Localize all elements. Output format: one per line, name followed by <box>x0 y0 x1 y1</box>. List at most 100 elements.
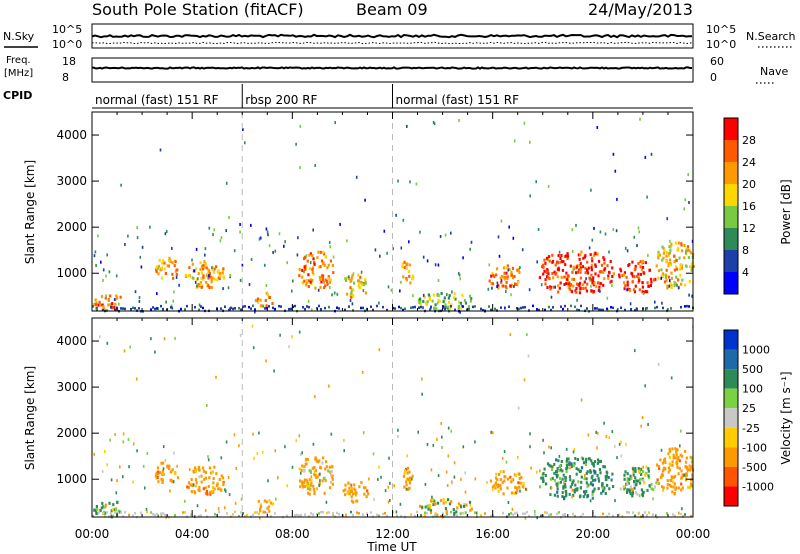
power-cell <box>319 285 322 289</box>
power-cell <box>567 282 570 286</box>
velocity-cell <box>309 487 312 491</box>
power-cell <box>321 250 325 254</box>
velocity-cell <box>306 487 309 491</box>
velocity-cell <box>100 506 103 510</box>
power-cell <box>505 271 508 275</box>
velocity-cell <box>680 469 683 473</box>
velocity-cell <box>209 471 213 475</box>
velocity-cell <box>161 481 164 484</box>
power-cell <box>590 266 593 270</box>
power-cell <box>639 265 642 269</box>
velocity-cell <box>517 456 519 459</box>
power-cell <box>102 268 105 272</box>
power-cell <box>592 289 596 293</box>
power-cell <box>136 226 138 230</box>
power-cell <box>212 233 214 237</box>
colorbar-tick-label: 25 <box>742 402 756 415</box>
velocity-cell <box>596 431 599 435</box>
power-cell <box>160 304 162 308</box>
power-cell <box>597 274 600 278</box>
power-cell <box>323 252 326 256</box>
velocity-cell <box>626 472 629 476</box>
velocity-cell <box>589 470 592 474</box>
velocity-cell <box>164 458 167 462</box>
power-cell <box>674 282 677 286</box>
velocity-cell <box>169 470 172 474</box>
power-cell <box>387 285 390 289</box>
velocity-cell <box>417 430 419 434</box>
velocity-cell <box>168 464 171 468</box>
power-cell <box>198 308 200 312</box>
power-cell <box>596 126 599 129</box>
power-cell <box>324 284 327 288</box>
velocity-cell <box>563 497 566 501</box>
power-cell <box>422 306 424 310</box>
velocity-cell <box>393 484 395 488</box>
power-cell <box>586 271 589 275</box>
velocity-cell <box>637 467 640 471</box>
velocity-cell <box>516 486 519 490</box>
velocity-cell <box>491 485 494 489</box>
power-cell <box>446 293 448 297</box>
velocity-cell <box>589 499 592 503</box>
velocity-cell <box>602 512 604 516</box>
power-cell <box>406 124 408 128</box>
power-cell <box>580 304 582 308</box>
power-cell <box>662 251 666 255</box>
velocity-cell <box>355 493 357 497</box>
velocity-cell <box>671 463 674 467</box>
power-cell <box>503 277 506 281</box>
power-cell <box>552 306 554 309</box>
power-cell <box>346 239 348 243</box>
power-cell <box>174 260 177 264</box>
power-cell <box>195 247 198 251</box>
velocity-cell <box>163 337 166 341</box>
velocity-cell <box>296 513 298 517</box>
velocity-cell <box>106 511 108 514</box>
velocity-cell <box>597 487 600 491</box>
power-cell <box>305 279 308 282</box>
velocity-cell <box>677 456 680 460</box>
y-tick-label: 4000 <box>56 128 87 142</box>
velocity-cell <box>344 493 347 497</box>
power-cell <box>175 276 178 279</box>
power-cell <box>428 297 432 301</box>
power-cell <box>338 307 340 310</box>
power-cell <box>490 308 492 312</box>
power-cell <box>339 222 341 226</box>
velocity-cell <box>491 488 494 492</box>
velocity-cell <box>439 499 443 503</box>
power-cell <box>191 276 194 280</box>
velocity-cell <box>689 482 692 486</box>
velocity-cell <box>683 473 685 477</box>
power-cell <box>170 304 173 308</box>
power-cell <box>547 184 550 188</box>
power-cell <box>120 307 122 310</box>
velocity-cell <box>660 448 663 452</box>
power-cell <box>324 306 326 310</box>
power-cell <box>523 121 526 125</box>
colorbar-swatch <box>724 250 738 272</box>
velocity-cell <box>310 475 313 479</box>
power-cell <box>344 277 347 281</box>
power-cell <box>575 271 578 275</box>
velocity-cell <box>192 483 195 487</box>
velocity-cell <box>647 467 650 471</box>
power-cell <box>680 249 684 253</box>
power-cell <box>308 253 311 257</box>
velocity-cell <box>634 514 636 518</box>
colorbar-swatch <box>724 140 738 162</box>
power-cell <box>548 259 551 263</box>
velocity-cell <box>635 483 638 487</box>
power-cell <box>681 278 684 282</box>
velocity-cell <box>628 490 631 493</box>
power-cell <box>586 260 589 264</box>
power-cell <box>500 279 503 283</box>
power-cell <box>675 275 678 279</box>
velocity-cell <box>689 455 692 459</box>
velocity-cell <box>674 487 677 491</box>
velocity-cell <box>154 474 157 478</box>
power-cell <box>691 266 694 270</box>
power-cell <box>634 309 636 312</box>
power-cell <box>318 275 321 279</box>
